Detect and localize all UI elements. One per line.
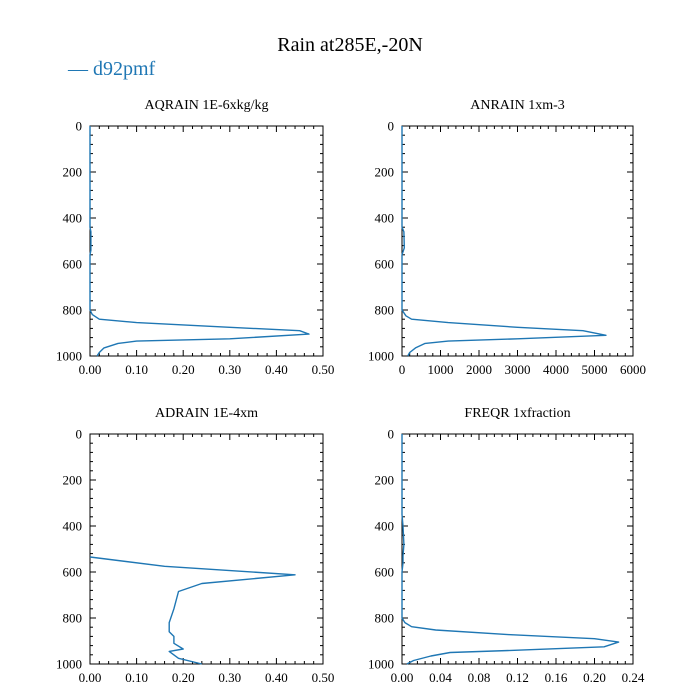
x-tick-label: 0.16 — [545, 670, 568, 685]
y-tick-label: 400 — [375, 211, 395, 226]
y-tick-label: 600 — [63, 565, 83, 580]
x-tick-label: 0.04 — [429, 670, 452, 685]
x-tick-label: 0.12 — [506, 670, 529, 685]
series-line-d92pmf — [89, 556, 296, 665]
y-tick-label: 200 — [63, 165, 83, 180]
y-tick-label: 600 — [375, 257, 395, 272]
x-tick-label: 0.24 — [622, 670, 645, 685]
legend-marker: — — [68, 58, 88, 80]
panel-title: ADRAIN 1E-4xm — [155, 406, 258, 421]
y-tick-label: 200 — [375, 165, 395, 180]
y-tick-label: 400 — [375, 519, 395, 534]
series-line-d92pmf — [89, 126, 310, 357]
x-tick-label: 1000 — [428, 362, 454, 377]
y-tick-label: 800 — [375, 611, 395, 626]
plot-frame — [89, 125, 324, 357]
panel-1: AQRAIN 1E-6xkg/kg 0.00 0.10 0.20 0.30 0.40 0.5… — [56, 98, 334, 377]
y-tick-label: 1000 — [56, 657, 82, 672]
x-tick-label: 0.40 — [265, 362, 288, 377]
series-line-d92pmf — [401, 434, 620, 665]
y-tick-label: 0 — [76, 119, 83, 134]
plot-frame — [89, 433, 324, 665]
x-tick-label: 0.00 — [391, 670, 414, 685]
y-tick-label: 200 — [63, 473, 83, 488]
x-tick-label: 0.10 — [125, 362, 148, 377]
x-tick-label: 5000 — [582, 362, 608, 377]
panel-2: ANRAIN 1xm-3 0 1000 2000 3000 4000 5000 6000 0 20… — [368, 98, 646, 377]
x-tick-label: 0.50 — [312, 362, 335, 377]
y-tick-label: 0 — [76, 427, 83, 442]
x-tick-label: 6000 — [620, 362, 646, 377]
y-tick-label: 400 — [63, 211, 83, 226]
y-tick-label: 800 — [63, 611, 83, 626]
y-tick-label: 800 — [63, 303, 83, 318]
series-line-d92pmf — [401, 126, 607, 357]
y-tick-label: 800 — [375, 303, 395, 318]
panel-title: ANRAIN 1xm-3 — [470, 98, 565, 113]
x-tick-label: 0.30 — [218, 670, 241, 685]
x-tick-label: 2000 — [466, 362, 492, 377]
y-tick-label: 1000 — [368, 657, 394, 672]
x-tick-label: 0.20 — [172, 362, 195, 377]
x-tick-label: 0.08 — [468, 670, 491, 685]
x-tick-label: 0.10 — [125, 670, 148, 685]
legend: — d92pmf — [68, 58, 155, 81]
panel-3: ADRAIN 1E-4xm 0.00 0.10 0.20 0.30 0.40 0.50 0 20… — [56, 406, 334, 685]
x-tick-label: 0.20 — [172, 670, 195, 685]
legend-label: d92pmf — [93, 58, 156, 80]
y-tick-label: 1000 — [56, 349, 82, 364]
y-tick-label: 0 — [388, 427, 395, 442]
x-tick-label: 3000 — [505, 362, 531, 377]
x-tick-label: 0 — [399, 362, 406, 377]
y-tick-label: 600 — [63, 257, 83, 272]
panel-title: AQRAIN 1E-6xkg/kg — [144, 98, 268, 113]
x-tick-label: 0.20 — [583, 670, 606, 685]
y-tick-label: 600 — [375, 565, 395, 580]
y-tick-label: 0 — [388, 119, 395, 134]
x-tick-label: 0.30 — [218, 362, 241, 377]
x-tick-label: 0.00 — [79, 670, 102, 685]
x-tick-label: 0.40 — [265, 670, 288, 685]
x-tick-label: 0.50 — [312, 670, 335, 685]
x-tick-label: 4000 — [543, 362, 569, 377]
y-tick-label: 400 — [63, 519, 83, 534]
figure-title: Rain at285E,-20N — [277, 34, 423, 56]
y-tick-label: 1000 — [368, 349, 394, 364]
x-tick-label: 0.00 — [79, 362, 102, 377]
y-tick-label: 200 — [375, 473, 395, 488]
panel-title: FREQR 1xfraction — [464, 406, 570, 421]
panel-4: FREQR 1xfraction 0.00 0.04 0.08 0.12 0.16 0.20… — [368, 406, 645, 685]
